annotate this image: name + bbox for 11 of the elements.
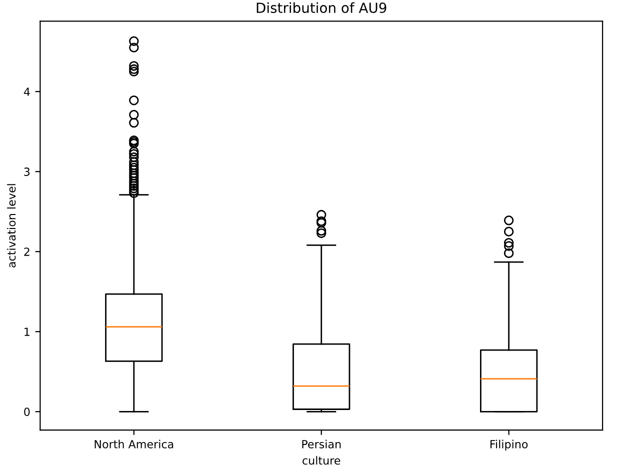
x-axis-title: culture [302, 456, 340, 465]
x-tick-label: Filipino [490, 440, 528, 451]
x-tick-label: North America [94, 440, 174, 448]
y-axis-title: activation level [7, 184, 16, 268]
y-tick-label: 0 [24, 408, 30, 416]
chart-title: Distribution of AU9 [256, 2, 386, 14]
y-tick-label: 3 [24, 168, 30, 176]
y-tick-label: 4 [24, 88, 30, 96]
y-tick-label: 2 [24, 248, 30, 256]
x-tick-label: Persian [302, 440, 341, 448]
y-tick-label: 1 [24, 328, 30, 336]
